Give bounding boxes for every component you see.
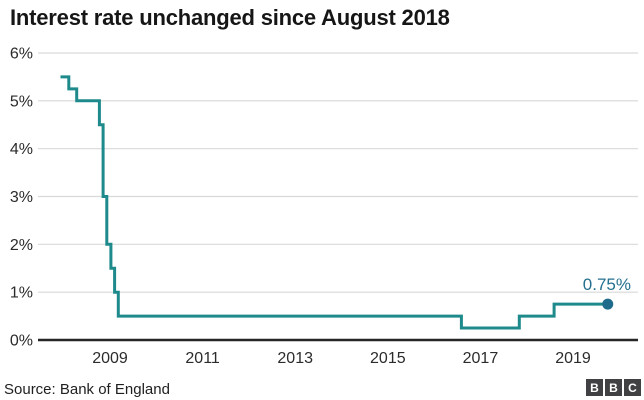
source-credit: Source: Bank of England	[4, 381, 170, 398]
interest-rate-line-chart: 0% 1% 2% 3% 4% 5% 6% 2009 2011 2013 2015 2017 2019 0.…	[10, 46, 638, 367]
y-tick-label: 2%	[10, 237, 33, 254]
x-tick-label: 2015	[370, 350, 406, 367]
footer: Source: Bank of England B B C	[0, 377, 644, 400]
x-tick-label: 2013	[277, 350, 313, 367]
y-tick-label: 0%	[10, 333, 33, 350]
bbc-logo: B B C	[586, 379, 641, 396]
rate-series-line	[60, 75, 608, 330]
y-tick-label: 4%	[10, 141, 33, 158]
y-tick-label: 1%	[10, 285, 33, 302]
y-tick-label: 5%	[10, 93, 33, 110]
current-rate-label: 0.75%	[583, 275, 631, 294]
bbc-logo-letter: B	[605, 379, 622, 396]
x-tick-label: 2011	[185, 350, 220, 367]
chart-title: Interest rate unchanged since August 201…	[10, 5, 450, 30]
y-tick-label: 6%	[10, 46, 33, 63]
current-rate-dot	[602, 298, 614, 310]
x-tick-label: 2017	[463, 350, 499, 367]
y-tick-label: 3%	[10, 189, 33, 206]
x-tick-label: 2009	[92, 350, 128, 367]
bbc-logo-letter: C	[624, 379, 641, 396]
bbc-logo-letter: B	[586, 379, 603, 396]
x-tick-label: 2019	[555, 350, 591, 367]
